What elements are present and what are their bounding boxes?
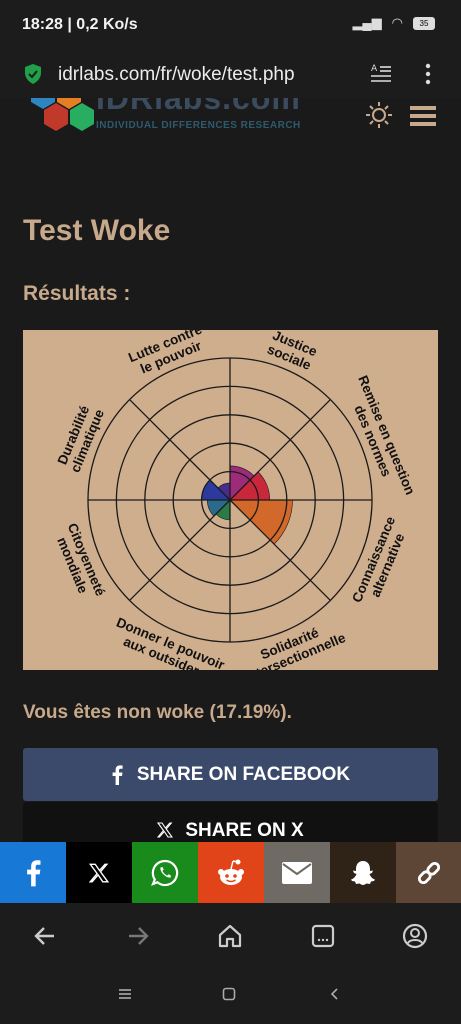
chart-wedge — [229, 499, 293, 545]
results-chart: Justice sociale Remise en question des norm… — [23, 330, 438, 670]
back-arrow-icon[interactable] — [32, 923, 58, 949]
site-header: IDRlabs.com INDIVIDUAL DIFFERENCES RESEA… — [0, 98, 461, 167]
chart-spoke — [229, 499, 331, 601]
home-square-icon[interactable] — [222, 987, 236, 1001]
facebook-icon — [27, 859, 41, 886]
system-nav-bar — [0, 969, 461, 1024]
share-bar-email[interactable] — [264, 842, 330, 903]
x-logo-icon — [89, 863, 109, 882]
recents-menu-icon[interactable] — [118, 987, 132, 1001]
hamburger-menu-icon[interactable] — [410, 106, 436, 126]
snapchat-icon — [351, 860, 375, 885]
logo-subtitle: INDIVIDUAL DIFFERENCES RESEARCH — [96, 120, 301, 131]
svg-text:A: A — [371, 64, 378, 74]
share-facebook-label: SHARE ON FACEBOOK — [136, 763, 351, 785]
share-bar-x[interactable] — [66, 842, 132, 903]
logo-title: IDRlabs.com — [96, 98, 301, 116]
x-logo-icon — [157, 822, 174, 838]
battery-icon: 35 — [413, 16, 435, 30]
forward-arrow-icon[interactable] — [125, 923, 151, 949]
home-icon[interactable] — [217, 923, 243, 949]
facebook-icon — [112, 764, 123, 785]
main-content: Test Woke Résultats : Justice sociale Remi… — [0, 166, 461, 842]
result-text: Vous êtes non woke (17.19%). — [23, 702, 292, 723]
email-icon — [282, 861, 312, 884]
share-facebook-button[interactable]: SHARE ON FACEBOOK — [23, 748, 438, 801]
theme-toggle-sun-icon[interactable] — [366, 102, 392, 128]
share-bar-copy-link[interactable] — [396, 842, 461, 903]
whatsapp-icon — [151, 859, 179, 886]
reader-mode-icon[interactable]: A — [370, 62, 392, 84]
back-chevron-icon[interactable] — [328, 987, 342, 1001]
browser-nav-bar — [0, 903, 461, 969]
chart-spoke — [229, 399, 331, 501]
wifi-icon: ◠ — [391, 15, 403, 30]
chart-spoke — [129, 499, 231, 601]
page-title: Test Woke — [23, 214, 171, 247]
profile-icon[interactable] — [402, 923, 428, 949]
secure-shield-icon — [25, 64, 41, 84]
link-icon — [417, 861, 440, 884]
signal-icon: ▂▄▆ — [352, 15, 382, 30]
url-text[interactable]: idrlabs.com/fr/woke/test.php — [58, 64, 295, 85]
more-menu-icon[interactable] — [420, 62, 436, 86]
share-bar-snapchat[interactable] — [330, 842, 396, 903]
status-time: 18:28 | 0,2 Ko/s — [22, 16, 138, 33]
chart-spoke — [129, 399, 231, 501]
share-bar-facebook[interactable] — [0, 842, 66, 903]
share-x-label: SHARE ON X — [185, 820, 304, 841]
share-x-button[interactable]: SHARE ON X — [23, 802, 438, 842]
share-bar-whatsapp[interactable] — [132, 842, 198, 903]
reddit-icon — [218, 859, 244, 885]
browser-url-bar: idrlabs.com/fr/woke/test.php A — [0, 50, 461, 98]
share-bar — [0, 842, 461, 903]
results-heading: Résultats : — [23, 282, 131, 305]
tabs-icon[interactable] — [310, 923, 336, 949]
status-icons: ▂▄▆ ◠ 35 — [352, 15, 435, 31]
status-bar: 18:28 | 0,2 Ko/s ▂▄▆ ◠ 35 — [0, 0, 461, 50]
share-bar-reddit[interactable] — [198, 842, 264, 903]
site-logo[interactable] — [16, 98, 346, 146]
